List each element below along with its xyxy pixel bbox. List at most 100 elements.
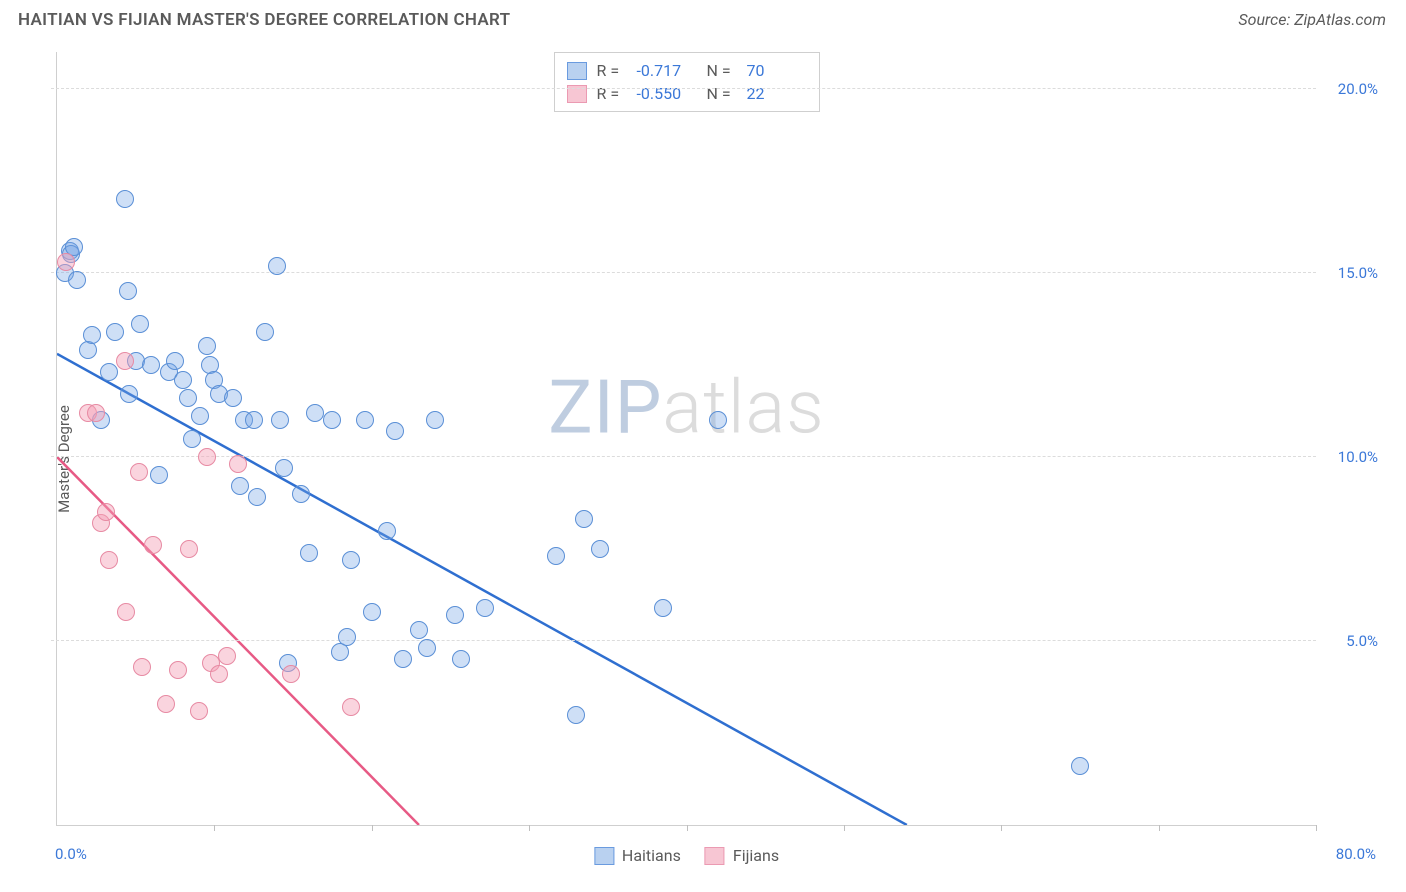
legend-r-label: R = <box>597 61 627 80</box>
x-tick <box>529 825 530 831</box>
marker-haitians <box>575 510 593 528</box>
marker-haitians <box>150 466 168 484</box>
swatch-fijians-icon <box>705 847 725 865</box>
plot-region: ZIPatlas R = -0.717 N = 70 R = -0.550 N … <box>56 52 1316 826</box>
marker-haitians <box>142 356 160 374</box>
trend-lines-layer <box>57 52 1316 825</box>
legend-row-fijians: R = -0.550 N = 22 <box>567 82 807 105</box>
x-tick <box>214 825 215 831</box>
chart-title: HAITIAN VS FIJIAN MASTER'S DEGREE CORREL… <box>18 10 510 30</box>
marker-fijians <box>342 698 360 716</box>
y-tick-label: 10.0% <box>1338 448 1378 466</box>
marker-haitians <box>224 389 242 407</box>
marker-fijians <box>210 665 228 683</box>
marker-haitians <box>300 544 318 562</box>
marker-haitians <box>174 371 192 389</box>
swatch-haitians-icon <box>594 847 614 865</box>
marker-haitians <box>100 363 118 381</box>
marker-fijians <box>130 463 148 481</box>
marker-haitians <box>547 547 565 565</box>
marker-haitians <box>394 650 412 668</box>
marker-haitians <box>256 323 274 341</box>
legend-item-fijians: Fijians <box>705 846 779 865</box>
correlation-legend: R = -0.717 N = 70 R = -0.550 N = 22 <box>554 52 820 112</box>
marker-haitians <box>106 323 124 341</box>
marker-fijians <box>97 503 115 521</box>
legend-row-haitians: R = -0.717 N = 70 <box>567 59 807 82</box>
marker-haitians <box>378 522 396 540</box>
marker-haitians <box>248 488 266 506</box>
marker-fijians <box>87 404 105 422</box>
marker-haitians <box>452 650 470 668</box>
marker-fijians <box>282 665 300 683</box>
marker-haitians <box>567 706 585 724</box>
marker-fijians <box>116 352 134 370</box>
marker-haitians <box>116 190 134 208</box>
x-tick <box>372 825 373 831</box>
y-tick-label: 15.0% <box>1338 264 1378 282</box>
legend-label-fijians: Fijians <box>733 846 779 865</box>
marker-fijians <box>100 551 118 569</box>
x-tick <box>1316 825 1317 831</box>
marker-haitians <box>131 315 149 333</box>
marker-haitians <box>271 411 289 429</box>
series-legend: Haitians Fijians <box>594 846 779 865</box>
marker-fijians <box>144 536 162 554</box>
legend-n-value-haitians: 70 <box>747 61 807 80</box>
x-end-label: 80.0% <box>1336 845 1376 863</box>
source-label: Source: ZipAtlas.com <box>1238 10 1386 29</box>
gridline <box>51 88 1316 89</box>
chart-area: Master's Degree ZIPatlas R = -0.717 N = … <box>18 44 1386 874</box>
marker-haitians <box>198 337 216 355</box>
marker-haitians <box>83 326 101 344</box>
watermark-zip: ZIP <box>548 364 662 451</box>
marker-fijians <box>133 658 151 676</box>
marker-haitians <box>245 411 263 429</box>
legend-label-haitians: Haitians <box>622 846 681 865</box>
marker-fijians <box>169 661 187 679</box>
marker-haitians <box>418 639 436 657</box>
marker-fijians <box>190 702 208 720</box>
marker-fijians <box>198 448 216 466</box>
marker-haitians <box>119 282 137 300</box>
marker-haitians <box>386 422 404 440</box>
watermark-atlas: atlas <box>662 364 824 451</box>
marker-haitians <box>231 477 249 495</box>
marker-haitians <box>356 411 374 429</box>
legend-n-label: N = <box>707 61 737 80</box>
y-tick-label: 20.0% <box>1338 80 1378 98</box>
marker-fijians <box>229 455 247 473</box>
gridline <box>51 640 1316 641</box>
marker-haitians <box>323 411 341 429</box>
marker-fijians <box>180 540 198 558</box>
legend-r-value-haitians: -0.717 <box>637 61 697 80</box>
marker-haitians <box>363 603 381 621</box>
x-tick <box>1159 825 1160 831</box>
marker-haitians <box>426 411 444 429</box>
marker-fijians <box>57 253 75 271</box>
x-tick <box>687 825 688 831</box>
marker-haitians <box>68 271 86 289</box>
marker-haitians <box>342 551 360 569</box>
marker-haitians <box>1071 757 1089 775</box>
marker-haitians <box>306 404 324 422</box>
marker-fijians <box>157 695 175 713</box>
marker-haitians <box>275 459 293 477</box>
marker-fijians <box>117 603 135 621</box>
marker-haitians <box>446 606 464 624</box>
marker-haitians <box>410 621 428 639</box>
marker-haitians <box>709 411 727 429</box>
gridline <box>51 272 1316 273</box>
y-tick-label: 5.0% <box>1346 632 1378 650</box>
marker-haitians <box>166 352 184 370</box>
marker-haitians <box>191 407 209 425</box>
marker-fijians <box>218 647 236 665</box>
marker-haitians <box>183 430 201 448</box>
watermark: ZIPatlas <box>548 364 824 451</box>
marker-haitians <box>654 599 672 617</box>
marker-haitians <box>338 628 356 646</box>
legend-item-haitians: Haitians <box>594 846 681 865</box>
x-start-label: 0.0% <box>55 845 87 863</box>
marker-haitians <box>476 599 494 617</box>
marker-haitians <box>292 485 310 503</box>
